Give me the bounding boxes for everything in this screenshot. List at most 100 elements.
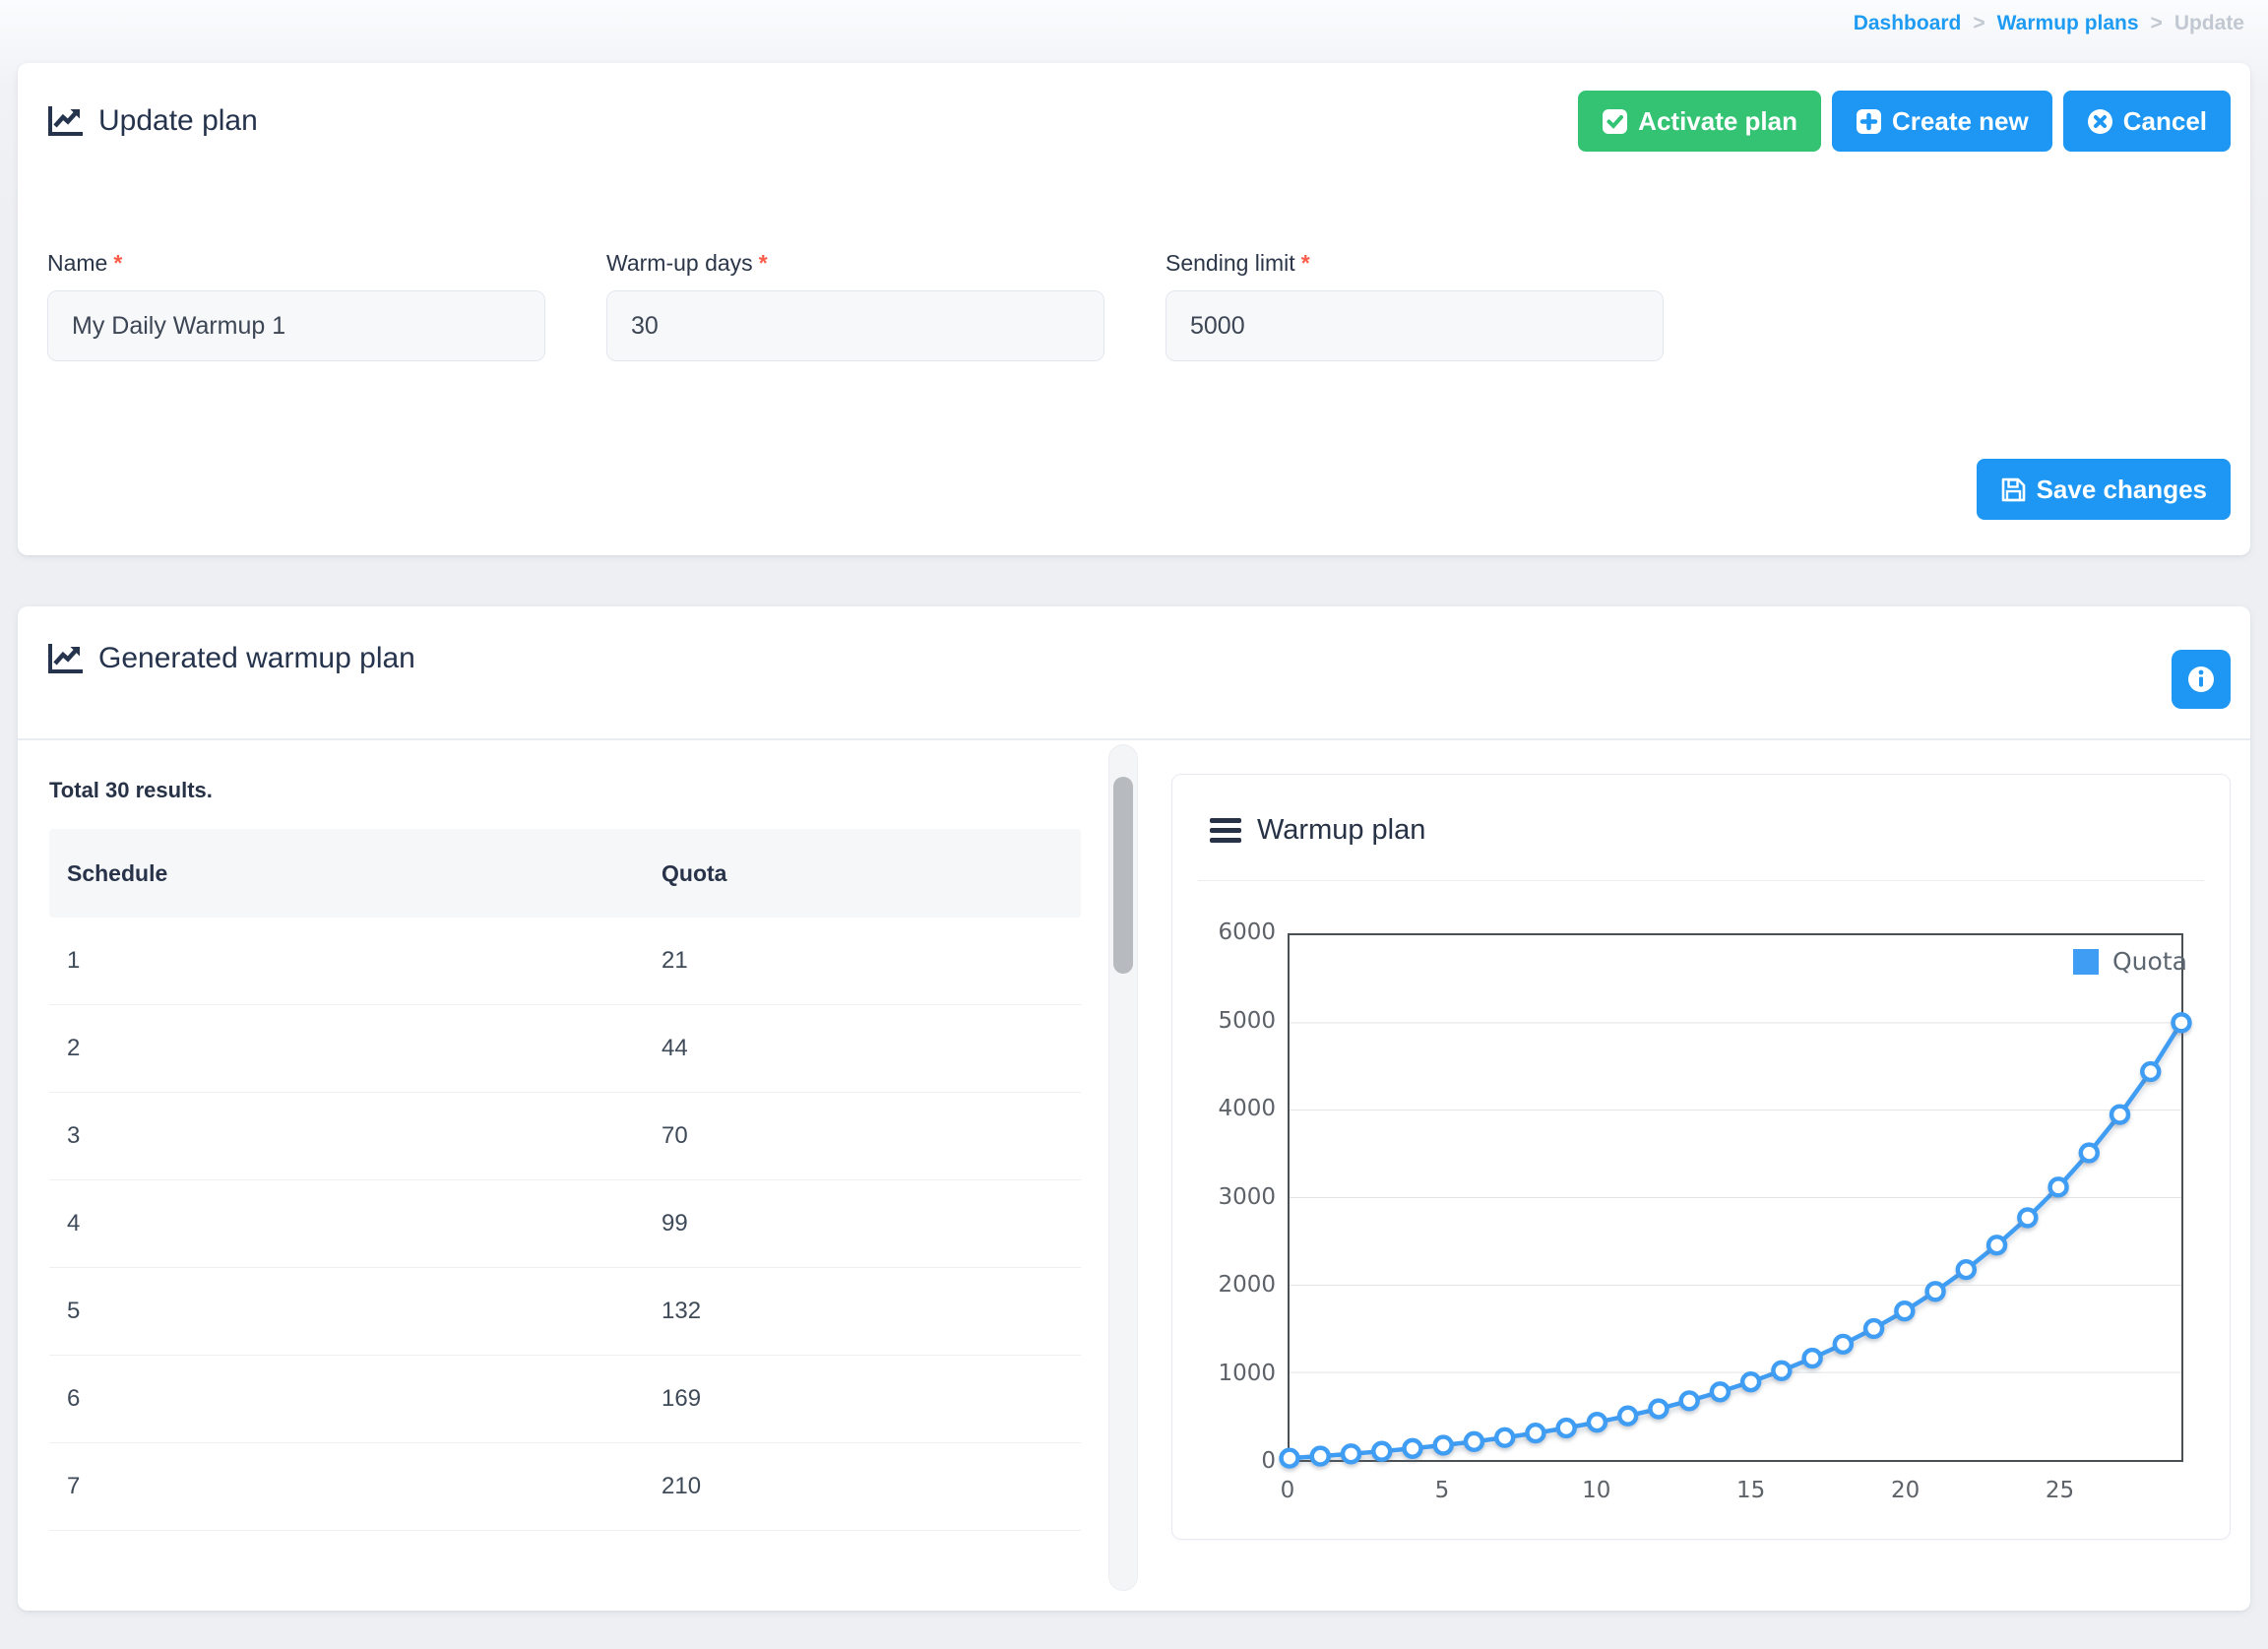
data-point-marker [1985, 1235, 2008, 1256]
breadcrumb-item-warmup-plans[interactable]: Warmup plans [1996, 12, 2139, 34]
data-point-marker [1340, 1443, 1362, 1465]
breadcrumb-item-dashboard[interactable]: Dashboard [1853, 12, 1962, 34]
data-point-marker [1616, 1405, 1639, 1427]
table-scrollbar-thumb[interactable] [1113, 777, 1133, 974]
y-tick-label: 2000 [1218, 1272, 1276, 1298]
data-point-marker [1555, 1417, 1577, 1439]
data-point-marker [1894, 1300, 1916, 1322]
quota-cell: 99 [662, 1210, 688, 1237]
chart-line-icon [48, 106, 83, 136]
warmup-line-chart [1279, 1012, 2192, 1469]
sending-limit-field-label: Sending limit [1166, 250, 1295, 276]
breadcrumb: Dashboard > Warmup plans > Update [1854, 12, 2244, 35]
data-point-marker [1678, 1390, 1700, 1412]
data-point-marker [2140, 1060, 2162, 1083]
data-point-marker [1309, 1445, 1331, 1467]
plan-form: Name* Warm-up days* Sending limit* [47, 250, 1664, 361]
name-field-label: Name [47, 250, 108, 276]
hamburger-menu-icon[interactable] [1210, 818, 1241, 843]
x-tick-label: 25 [2045, 1478, 2075, 1503]
x-tick-label: 15 [1736, 1478, 1766, 1503]
update-plan-title: Update plan [98, 104, 258, 137]
quota-cell: 210 [662, 1473, 702, 1499]
chart-line-icon [48, 644, 83, 673]
quota-cell: 21 [662, 947, 688, 974]
create-new-label: Create new [1892, 105, 2029, 136]
table-scrollbar-track[interactable] [1108, 744, 1138, 1591]
table-header-row: Schedule Quota [49, 829, 1081, 918]
data-point-marker [2048, 1176, 2069, 1198]
sending-limit-field-group: Sending limit * [1166, 250, 1664, 361]
page-title: Update plan [47, 104, 258, 138]
y-tick-label: 5000 [1218, 1007, 1276, 1034]
required-asterisk: * [758, 250, 768, 276]
breadcrumb-separator: > [2150, 12, 2163, 34]
data-point-marker [1771, 1360, 1793, 1381]
activate-plan-button[interactable]: Activate plan [1578, 91, 1821, 152]
quota-cell: 169 [662, 1385, 702, 1412]
cancel-button[interactable]: Cancel [2062, 91, 2231, 152]
plus-square-icon [1857, 108, 1881, 134]
info-circle-icon [2188, 666, 2214, 692]
schedule-cell: 3 [67, 1122, 81, 1149]
data-point-marker [1371, 1440, 1393, 1462]
schedule-cell: 5 [67, 1298, 81, 1324]
data-point-marker [1709, 1381, 1732, 1403]
data-point-marker [1862, 1317, 1885, 1340]
y-tick-label: 3000 [1218, 1183, 1276, 1210]
data-point-marker [1648, 1398, 1670, 1420]
data-point-marker [1432, 1434, 1454, 1456]
header-actions: Activate plan Create new Cancel [1578, 91, 2231, 152]
data-point-marker [1801, 1347, 1823, 1369]
header-divider [18, 738, 2250, 740]
y-tick-label: 4000 [1218, 1096, 1276, 1121]
name-field[interactable] [47, 290, 545, 361]
quota-cell: 44 [662, 1035, 688, 1061]
generated-plan-title: Generated warmup plan [98, 642, 415, 674]
plot-area [1279, 933, 2192, 1469]
cancel-label: Cancel [2122, 105, 2207, 136]
generated-plan-card: Generated warmup plan Total 30 results. … [18, 606, 2250, 1611]
table-row: 4 99 [49, 1180, 1081, 1268]
table-row: 2 44 [49, 1005, 1081, 1093]
create-new-button[interactable]: Create new [1832, 91, 2052, 152]
column-header-schedule: Schedule [67, 859, 168, 886]
schedule-table: Schedule Quota 1 21 2 44 3 70 4 99 5 132 6 169 7 210 [49, 829, 1081, 1531]
data-point-marker [1739, 1371, 1762, 1393]
schedule-cell: 2 [67, 1035, 81, 1061]
required-asterisk: * [1300, 250, 1310, 276]
y-tick-label: 0 [1261, 1448, 1276, 1474]
legend-swatch-quota [2073, 948, 2099, 975]
sending-limit-field[interactable] [1166, 290, 1664, 361]
table-row: 3 70 [49, 1093, 1081, 1180]
breadcrumb-item-update: Update [2174, 12, 2244, 34]
table-row: 5 132 [49, 1268, 1081, 1356]
y-tick-label: 1000 [1218, 1360, 1276, 1386]
save-changes-label: Save changes [2036, 474, 2207, 504]
chart-header-divider [1198, 880, 2204, 881]
table-row: 7 210 [49, 1443, 1081, 1531]
data-point-marker [1924, 1281, 1946, 1302]
data-point-marker [1832, 1333, 1855, 1356]
required-asterisk: * [113, 250, 123, 276]
data-point-marker [1955, 1258, 1978, 1281]
x-tick-label: 5 [1434, 1478, 1450, 1503]
table-row: 6 169 [49, 1356, 1081, 1443]
floppy-disk-icon [2001, 477, 2025, 501]
warmup-days-field[interactable] [606, 290, 1104, 361]
info-button[interactable] [2172, 650, 2231, 709]
save-changes-button[interactable]: Save changes [1976, 459, 2231, 520]
schedule-cell: 1 [67, 947, 81, 974]
y-tick-label: 6000 [1218, 920, 1276, 945]
x-tick-label: 10 [1582, 1478, 1611, 1503]
activate-plan-label: Activate plan [1638, 105, 1797, 136]
data-point-marker [1463, 1430, 1485, 1453]
legend-item-quota[interactable]: Quota [2073, 947, 2187, 976]
warmup-days-field-label: Warm-up days [606, 250, 753, 276]
generated-plan-header: Generated warmup plan [47, 642, 415, 675]
quota-cell: 70 [662, 1122, 688, 1149]
data-point-marker [2109, 1104, 2131, 1125]
quota-cell: 132 [662, 1298, 702, 1324]
update-plan-card: Update plan Activate plan Create new [18, 63, 2250, 555]
x-tick-label: 0 [1280, 1478, 1295, 1503]
